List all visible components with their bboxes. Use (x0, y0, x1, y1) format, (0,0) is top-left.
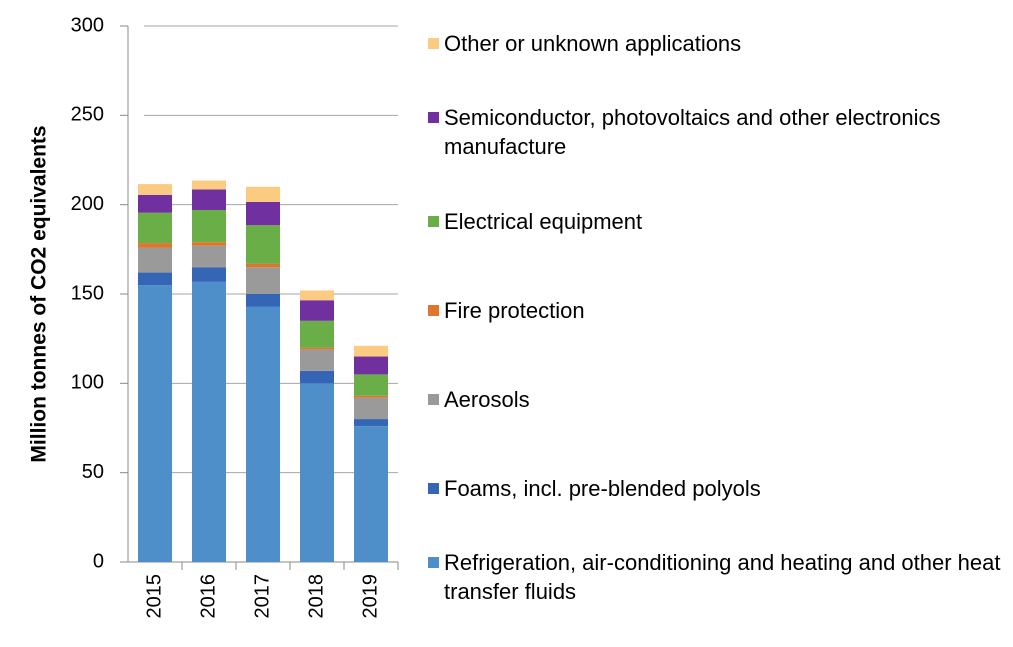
bar-segment (138, 184, 172, 195)
x-tick-label: 2017 (251, 574, 273, 619)
x-tick-label: 2018 (305, 574, 327, 619)
bar-segment (192, 267, 226, 282)
bar-segment (246, 267, 280, 294)
bar-segment (138, 212, 172, 244)
bar-segment (192, 245, 226, 268)
y-tick-label: 200 (71, 193, 104, 215)
legend-label: Refrigeration, air-conditioning and heat… (444, 550, 1001, 604)
legend-swatch (428, 215, 439, 227)
legend-item: Other or unknown applications (428, 29, 1003, 58)
legend-swatch (428, 557, 439, 568)
legend-item: Foams, incl. pre-blended polyols (428, 474, 1003, 503)
bar-segment (246, 306, 280, 562)
legend-swatch (428, 304, 439, 316)
y-tick-label: 150 (71, 282, 104, 304)
legend-label: Aerosols (444, 386, 530, 412)
bar-segment (354, 374, 388, 396)
legend-label: Semiconductor, photovoltaics and other e… (444, 105, 941, 159)
bar-segment (246, 294, 280, 307)
bar-segment (192, 242, 226, 246)
bar-segment (300, 347, 334, 350)
bar-segment (192, 189, 226, 211)
bar-segment (354, 395, 388, 398)
y-tick-label: 0 (93, 550, 104, 572)
bar-segment (192, 281, 226, 562)
bar-segment (300, 349, 334, 371)
bar-segment (300, 290, 334, 301)
x-tick-label: 2016 (197, 574, 219, 619)
bar-segment (246, 225, 280, 264)
legend-label: Other or unknown applications (444, 30, 742, 56)
bar-segment (138, 247, 172, 273)
legend-swatch (428, 393, 439, 405)
bar-segment (354, 419, 388, 427)
legend-label: Electrical equipment (444, 208, 643, 234)
bar-segment (300, 320, 334, 348)
bar-segment (138, 272, 172, 286)
x-tick-label: 2015 (143, 574, 165, 619)
bar-segment (246, 186, 280, 202)
y-tick-label: 300 (71, 14, 104, 36)
y-tick-label: 50 (82, 461, 104, 483)
bar-segment (138, 194, 172, 213)
bar-segment (192, 180, 226, 190)
bar-segment (192, 210, 226, 243)
legend-item: Refrigeration, air-conditioning and heat… (428, 548, 1003, 606)
legend-item: Aerosols (428, 385, 1003, 414)
legend-item: Electrical equipment (428, 207, 1003, 236)
bar-segment (300, 370, 334, 384)
bar-segment (246, 201, 280, 226)
legend-item: Semiconductor, photovoltaics and other e… (428, 103, 1003, 161)
y-axis-title: Million tonnes of CO2 equivalents (28, 125, 51, 462)
y-tick-label: 250 (71, 104, 104, 126)
bar-segment (300, 300, 334, 321)
y-tick-label: 100 (71, 372, 104, 394)
legend-label: Fire protection (444, 297, 585, 323)
bar-segment (138, 243, 172, 248)
legend-item: Fire protection (428, 296, 1003, 325)
legend-label: Foams, incl. pre-blended polyols (444, 475, 761, 501)
bar-segment (246, 263, 280, 268)
legend-swatch (428, 112, 439, 123)
x-tick-label: 2019 (359, 574, 381, 619)
bar-segment (138, 285, 172, 562)
bar-segment (300, 383, 334, 562)
bar-segment (354, 356, 388, 375)
bar-segment (354, 426, 388, 562)
legend-swatch (428, 482, 439, 494)
legend-swatch (428, 37, 439, 49)
bar-segment (354, 397, 388, 420)
bar-segment (354, 345, 388, 357)
